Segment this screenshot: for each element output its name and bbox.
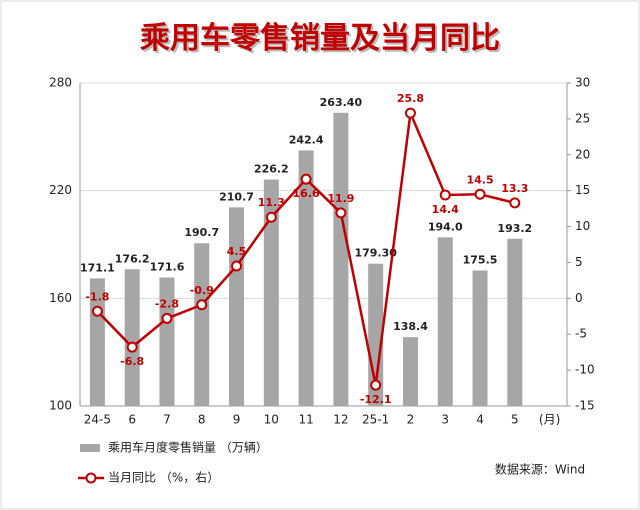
line-label: 11.3 <box>258 196 285 209</box>
y2-tick-label: 5 <box>575 255 583 269</box>
bar <box>298 150 314 406</box>
x-tick-label: 3 <box>441 413 449 427</box>
bar-label: 194.0 <box>428 220 463 233</box>
legend-swatch <box>85 472 97 484</box>
marker <box>126 341 138 353</box>
line-label: 11.9 <box>327 192 354 205</box>
x-tick-label: 8 <box>198 413 206 427</box>
y-tick-label: 280 <box>49 76 72 90</box>
bar <box>507 238 523 406</box>
line-label: 13.3 <box>501 182 528 195</box>
y2-tick-label: -15 <box>575 399 595 413</box>
line-label: -0.9 <box>190 284 214 297</box>
x-tick-label: 12 <box>333 413 348 427</box>
bar <box>124 269 140 406</box>
y2-tick-label: 15 <box>575 183 590 197</box>
marker <box>439 189 451 201</box>
legend-label: 乘用车月度零售销量 （万辆） <box>108 440 268 455</box>
y2-tick-label: 10 <box>575 219 590 233</box>
line-label: 25.8 <box>397 92 424 105</box>
bar <box>472 270 488 406</box>
marker <box>196 299 208 311</box>
bar <box>402 337 418 406</box>
marker <box>404 107 416 119</box>
marker <box>509 197 521 209</box>
line-label: 14.5 <box>466 173 493 186</box>
marker <box>474 188 486 200</box>
line-label: -6.8 <box>120 355 144 368</box>
bar-label: 179.30 <box>354 247 397 260</box>
x-tick-label: 11 <box>298 413 313 427</box>
y-tick-label: 220 <box>49 183 72 197</box>
bar-label: 176.2 <box>115 252 150 265</box>
bar-label: 263.40 <box>320 96 363 109</box>
x-tick-label: 7 <box>163 413 171 427</box>
bar-label: 226.2 <box>254 163 289 176</box>
x-tick-label: 4 <box>476 413 484 427</box>
bar-label: 242.4 <box>289 133 324 146</box>
bar <box>159 277 175 406</box>
bar-label: 171.1 <box>80 261 115 274</box>
y2-tick-label: -5 <box>575 327 587 341</box>
line-label: 4.5 <box>227 245 247 258</box>
marker <box>231 260 243 272</box>
legend-swatch <box>80 444 100 452</box>
legend-label: 当月同比 （%，右） <box>108 470 219 485</box>
marker <box>335 207 347 219</box>
bar <box>437 237 453 406</box>
x-tick-label: 10 <box>264 413 279 427</box>
marker <box>300 173 312 185</box>
x-tick-label: 5 <box>511 413 519 427</box>
bar-label: 190.7 <box>184 226 219 239</box>
bar-label: 138.4 <box>393 320 428 333</box>
bar <box>333 112 349 406</box>
x-tick-label: 2 <box>407 413 415 427</box>
y2-tick-label: 25 <box>575 111 590 125</box>
bar-label: 210.7 <box>219 190 254 203</box>
y-tick-label: 100 <box>49 399 72 413</box>
y2-tick-label: 20 <box>575 147 590 161</box>
marker <box>370 379 382 391</box>
bar <box>263 179 279 406</box>
x-tick-label: 9 <box>233 413 241 427</box>
y-tick-label: 160 <box>49 291 72 305</box>
x-tick-label: 25-1 <box>362 413 389 427</box>
x-tick-label: 24-5 <box>84 413 111 427</box>
y2-tick-label: 30 <box>575 76 590 90</box>
title-shadow: 乘用车零售销量及当月同比 <box>142 23 502 58</box>
x-tick-label: 6 <box>128 413 136 427</box>
line-label: -2.8 <box>155 297 179 310</box>
y2-tick-label: -10 <box>575 363 595 377</box>
bar-label: 175.5 <box>463 254 498 267</box>
line-label: 14.4 <box>432 203 459 216</box>
bar <box>194 243 210 406</box>
line-label: -1.8 <box>85 290 109 303</box>
bar-label: 171.6 <box>150 261 185 274</box>
marker <box>161 312 173 324</box>
source: 数据来源：Wind <box>495 462 585 477</box>
bar <box>229 207 245 406</box>
y2-tick-label: 0 <box>575 291 583 305</box>
line-label: -12.1 <box>360 393 392 406</box>
line-label: 16.6 <box>293 187 320 200</box>
marker <box>91 305 103 317</box>
x-unit: (月) <box>539 413 560 427</box>
chart-title: 乘用车零售销量及当月同比 <box>140 21 500 56</box>
bar-label: 193.2 <box>497 222 532 235</box>
marker <box>265 211 277 223</box>
